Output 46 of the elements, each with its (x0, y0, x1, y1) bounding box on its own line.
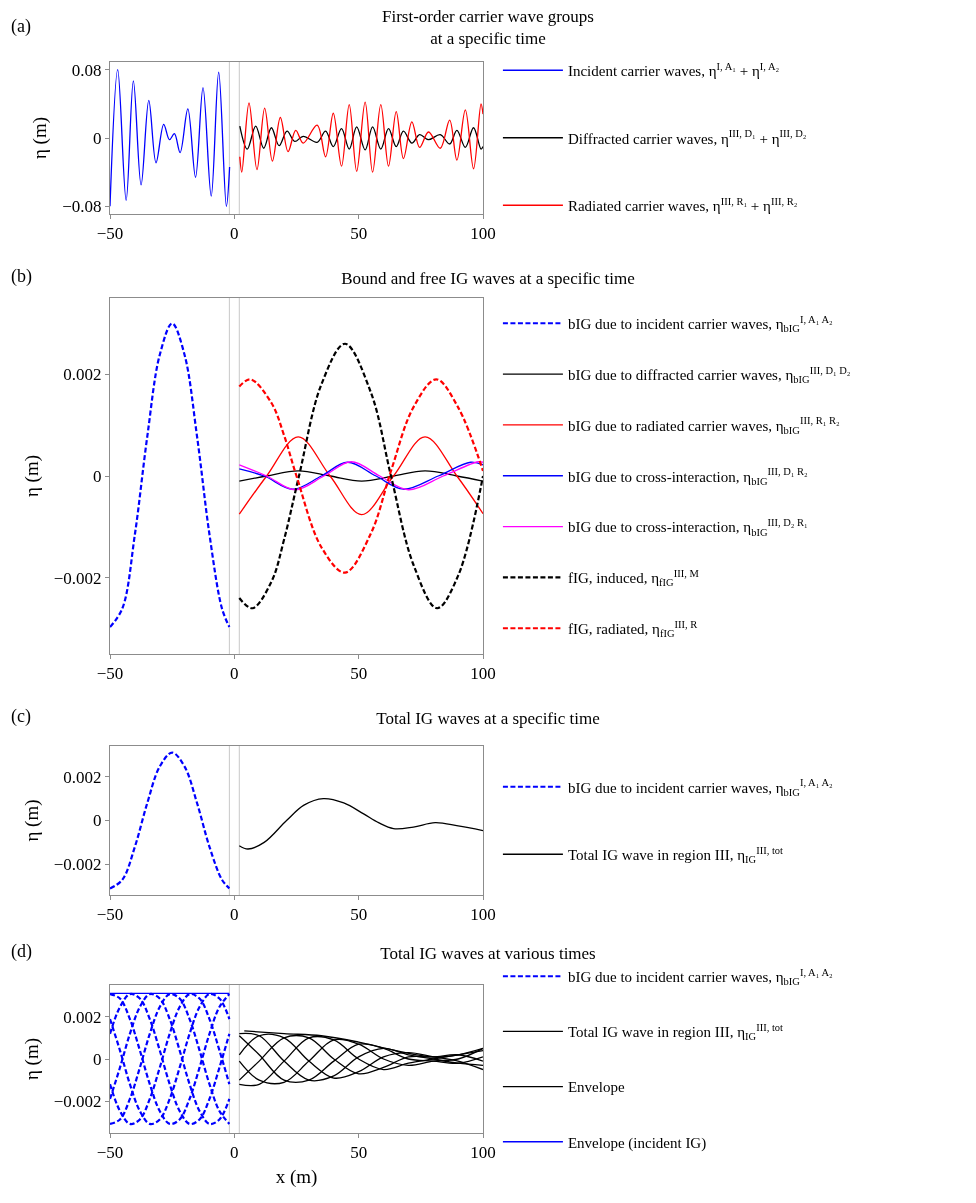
text: (b) (11, 266, 32, 287)
y-axis-title: η (m) (29, 116, 52, 160)
y-axis-title: η (m) (20, 454, 43, 498)
y-tick-label: 0.002 (63, 767, 102, 787)
legend-label: Radiated carrier waves, η$^{III, R₁}$ + η$^{III, R₂}$ (567, 195, 798, 215)
chart-title: First-order carrier wave groups at a specific time (382, 7, 594, 49)
legend-label: Incident carrier waves, η$^{I, A₁}$ + η$^{I, A₂}$ (567, 60, 780, 80)
y-tick-label: −0.002 (53, 855, 102, 875)
chart-title: Total IG waves at various times (380, 943, 596, 963)
x-tick-label: −50 (96, 905, 124, 925)
legend-label: Envelope (incident IG) (567, 1134, 707, 1152)
y-tick-label: 0.002 (63, 365, 102, 385)
x-tick-label: 50 (350, 664, 368, 684)
y-tick-label: 0.002 (63, 1007, 102, 1027)
x-tick-label: 100 (470, 905, 496, 925)
y-tick-label: 0 (93, 1049, 102, 1069)
x-tick-label: 0 (230, 664, 239, 684)
y-tick-label: 0 (93, 811, 102, 831)
x-tick-label: −50 (96, 1143, 124, 1163)
legend-label: Diffracted carrier waves, η$^{III, D₁}$ + η$^{III, D₂}$ (567, 128, 807, 147)
y-tick-label: −0.08 (62, 197, 102, 217)
x-tick-label: −50 (96, 664, 124, 684)
x-tick-label: 100 (470, 1143, 496, 1163)
x-tick-label: 0 (230, 224, 239, 244)
chart-title: Total IG waves at a specific time (376, 708, 600, 728)
legend-label: Envelope (567, 1079, 625, 1096)
y-tick-label: −0.002 (53, 1092, 102, 1112)
y-tick-label: 0 (93, 128, 102, 148)
x-tick-label: 100 (470, 664, 496, 684)
x-tick-label: 50 (350, 224, 368, 244)
x-tick-label: 0 (230, 1143, 239, 1163)
y-tick-label: −0.002 (53, 568, 102, 588)
text: (d) (11, 941, 32, 962)
x-tick-label: 50 (350, 905, 368, 925)
x-axis-title: x (m) (275, 1166, 318, 1189)
x-tick-label: 100 (470, 224, 496, 244)
x-tick-label: −50 (96, 224, 124, 244)
text: (c) (11, 706, 31, 727)
y-tick-label: 0 (93, 466, 102, 486)
y-axis-title: η (m) (20, 1037, 43, 1081)
x-tick-label: 0 (230, 905, 239, 925)
x-tick-label: 50 (350, 1143, 368, 1163)
y-axis-title: η (m) (20, 799, 43, 842)
chart-title: Bound and free IG waves at a specific time (341, 268, 635, 288)
y-tick-label: 0.08 (71, 60, 102, 80)
text: (a) (11, 16, 31, 37)
